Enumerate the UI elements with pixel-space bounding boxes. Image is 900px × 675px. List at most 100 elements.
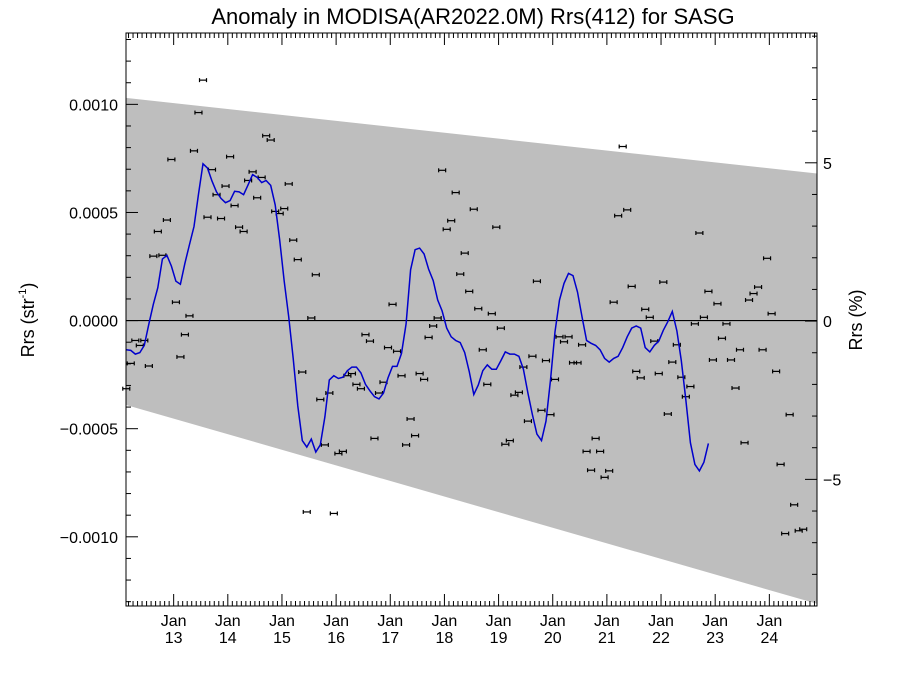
data-point [401, 442, 411, 447]
data-point [203, 215, 212, 220]
y-tick-label: −0.0010 [60, 530, 118, 547]
data-point [659, 280, 668, 285]
data-point [632, 369, 641, 374]
x-tick-label-month: Jan [161, 613, 187, 630]
x-tick-label-year: 13 [165, 630, 183, 647]
x-tick-label-month: Jan [269, 613, 295, 630]
data-point [573, 360, 582, 365]
x-tick-label-month: Jan [702, 613, 728, 630]
data-point [356, 386, 366, 391]
data-point [442, 227, 451, 232]
data-point [744, 298, 754, 303]
data-point [483, 382, 492, 387]
data-point [284, 181, 293, 186]
data-point [253, 195, 262, 200]
data-point [338, 449, 347, 454]
data-point [510, 393, 519, 398]
x-tick-label-year: 21 [598, 630, 616, 647]
data-point [271, 209, 280, 214]
data-point [334, 451, 343, 456]
data-point [487, 311, 496, 316]
data-point [528, 354, 537, 359]
data-point [438, 168, 447, 173]
data-point [668, 360, 677, 365]
data-point [478, 347, 487, 352]
data-point [496, 326, 505, 331]
data-point [198, 78, 208, 83]
data-points [122, 78, 808, 536]
data-point [605, 468, 614, 473]
data-point [735, 347, 745, 352]
data-point [505, 438, 514, 443]
data-point [772, 369, 781, 374]
x-tick-label-month: Jan [756, 613, 782, 630]
shaded-band [126, 97, 817, 604]
data-point [320, 442, 329, 447]
data-point [600, 475, 609, 480]
x-tick-label-month: Jan [323, 613, 349, 630]
data-point [591, 436, 600, 441]
data-point [758, 347, 767, 352]
data-point [162, 218, 171, 223]
data-point [636, 375, 645, 380]
data-point [171, 300, 181, 305]
data-point [614, 213, 623, 218]
data-point [559, 339, 569, 344]
data-point [731, 386, 740, 391]
data-point [302, 509, 311, 514]
data-point [699, 315, 709, 320]
data-point [221, 184, 230, 189]
x-tick-label-month: Jan [594, 613, 620, 630]
x-tick-label-month: Jan [540, 613, 566, 630]
data-point [753, 285, 763, 290]
data-point [582, 449, 591, 454]
data-point [153, 229, 162, 234]
data-point [790, 502, 799, 507]
data-point [523, 419, 533, 424]
y-tick-label: 0.0005 [69, 205, 118, 222]
data-point [329, 511, 338, 516]
data-point [370, 436, 379, 441]
data-point [140, 338, 149, 343]
data-point [469, 207, 478, 212]
data-point [690, 321, 699, 326]
data-point [365, 339, 375, 344]
data-point [541, 358, 551, 363]
data-point [429, 323, 438, 328]
data-point [311, 272, 320, 277]
x-tick-label-year: 18 [436, 630, 454, 647]
data-point [248, 169, 257, 174]
x-tick-label-year: 16 [327, 630, 345, 647]
data-point [740, 440, 749, 445]
data-point [194, 110, 203, 115]
y-tick-label: −0.0005 [60, 422, 118, 439]
data-point [216, 216, 226, 221]
data-point [451, 190, 460, 195]
data-point [410, 433, 420, 438]
data-point [609, 300, 618, 305]
y-tick-label: 0.0010 [69, 97, 118, 114]
data-point [492, 225, 501, 230]
x-tick-label-year: 19 [490, 630, 508, 647]
data-point [596, 449, 605, 454]
data-point [180, 332, 190, 337]
y-axis-label-left: Rrs (str-1) [17, 283, 38, 358]
data-point [654, 371, 663, 376]
data-point [577, 342, 587, 347]
data-point [230, 203, 239, 208]
data-point [361, 332, 370, 337]
data-point [420, 377, 429, 382]
data-point [695, 231, 704, 236]
y2-tick-label: 5 [823, 156, 832, 173]
data-point [456, 272, 465, 277]
smoothed-series-line [126, 162, 710, 473]
data-point [289, 238, 298, 243]
data-point [424, 335, 433, 340]
data-point [316, 397, 325, 402]
data-point [501, 442, 510, 447]
data-point [781, 531, 790, 536]
data-point [465, 289, 474, 294]
data-point [623, 207, 632, 212]
axis-ticks [126, 33, 817, 607]
